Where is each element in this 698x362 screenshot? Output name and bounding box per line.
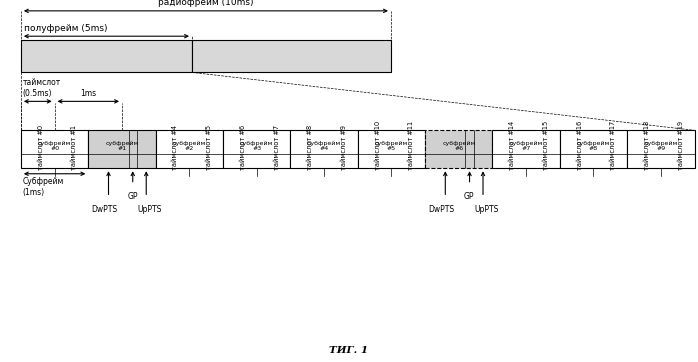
Text: таймслот #4: таймслот #4 [172,125,179,170]
Bar [493,130,560,168]
Text: таймслот #5: таймслот #5 [206,125,212,170]
Text: субфрейм
#7: субфрейм #7 [510,140,543,151]
Bar [560,130,627,168]
Text: субфрейм
#3: субфрейм #3 [240,140,274,151]
Text: субфрейм
#5: субфрейм #5 [375,140,408,151]
Text: таймслот #1: таймслот #1 [71,125,77,170]
Text: таймслот #17: таймслот #17 [610,121,616,170]
Text: таймслот #11: таймслот #11 [408,121,414,170]
Text: GP: GP [464,192,475,201]
Bar [425,130,493,168]
Text: субфрейм
#2: субфрейм #2 [172,140,206,151]
Text: Субфрейм
(1ms): Субфрейм (1ms) [22,177,64,197]
Text: таймслот #10: таймслот #10 [375,121,380,170]
Text: субфрейм
#9: субфрейм #9 [644,140,678,151]
Text: субфрейм
#1: субфрейм #1 [105,140,139,151]
Text: таймслот #8: таймслот #8 [307,125,313,170]
Text: таймслот #0: таймслот #0 [38,125,44,170]
Text: GP: GP [127,192,138,201]
Text: таймслот #6: таймслот #6 [240,125,246,170]
Bar [21,130,88,168]
Bar [192,40,391,72]
Text: таймслот
(0.5ms): таймслот (0.5ms) [22,78,61,98]
Text: таймслот #9: таймслот #9 [341,125,347,170]
Text: ΤИГ. 1: ΤИГ. 1 [329,346,369,355]
Text: таймслот #16: таймслот #16 [577,121,583,170]
Text: субфрейм
#8: субфрейм #8 [577,140,610,151]
Text: радиофрейм (10ms): радиофрейм (10ms) [158,0,253,7]
Text: субфрейм
#0: субфрейм #0 [38,140,71,151]
Bar [156,130,223,168]
Text: таймслот #7: таймслот #7 [274,125,279,170]
Text: таймслот #18: таймслот #18 [644,121,650,170]
Text: Субфрейм
#4: Субфрейм #4 [307,140,341,151]
Bar [627,130,695,168]
Text: таймслот #19: таймслот #19 [678,121,683,170]
Text: полуфрейм (5ms): полуфрейм (5ms) [24,24,108,33]
Text: субфрейм
#6: субфрейм #6 [442,140,475,151]
Bar [88,130,156,168]
Bar [358,130,425,168]
Text: таймслот #15: таймслот #15 [543,121,549,170]
Bar [21,40,192,72]
Text: DwPTS: DwPTS [428,205,454,214]
Text: таймслот #14: таймслот #14 [510,121,515,170]
Text: UpPTS: UpPTS [475,205,499,214]
Text: DwPTS: DwPTS [91,205,117,214]
Bar [290,130,358,168]
Text: 1ms: 1ms [80,89,96,98]
Text: UpPTS: UpPTS [138,205,162,214]
Bar [223,130,290,168]
